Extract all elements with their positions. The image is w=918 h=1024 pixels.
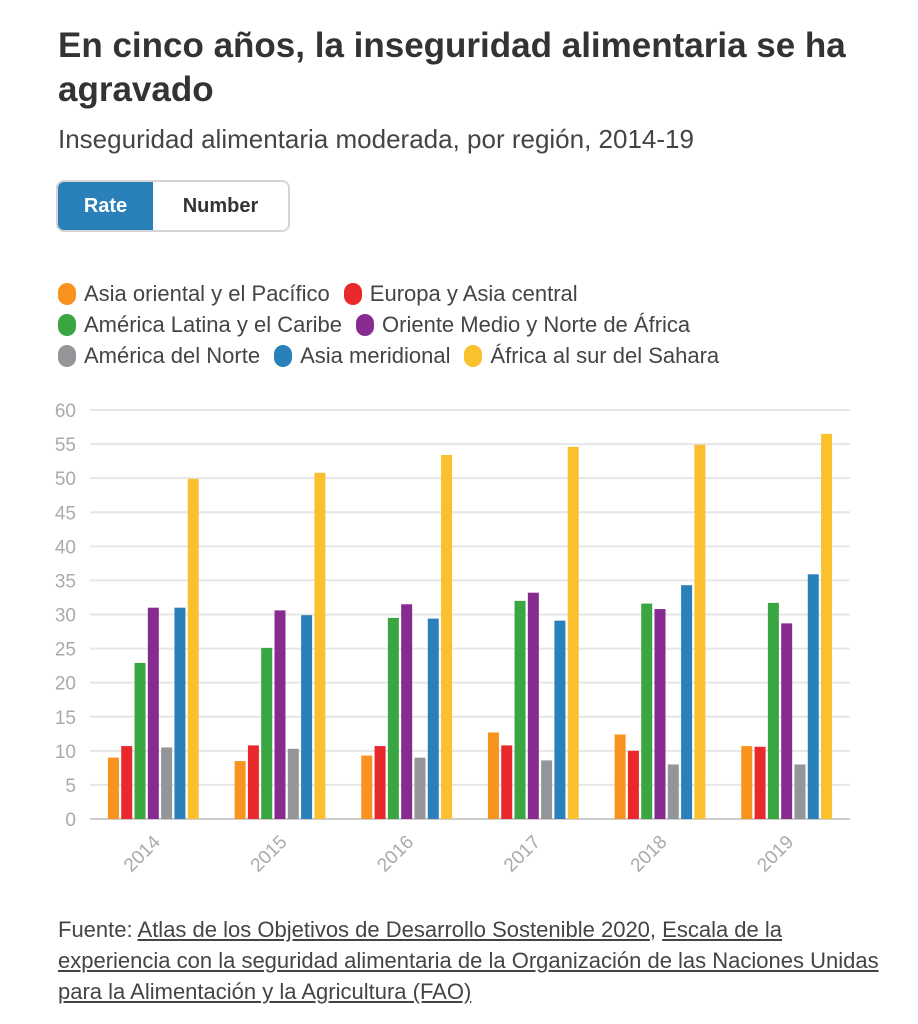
bar — [487, 732, 499, 819]
bar — [641, 603, 653, 819]
legend-label: África al sur del Sahara — [490, 342, 720, 368]
legend-item-oriente-medio[interactable]: Oriente Medio y Norte de África — [356, 312, 690, 338]
bar — [441, 454, 453, 819]
bar — [554, 620, 566, 819]
legend-label: Asia oriental y el Pacífico — [84, 280, 330, 306]
source-note: Fuente: Atlas de los Objetivos de Desarr… — [58, 914, 888, 1007]
bar — [514, 600, 526, 819]
legend-label: América del Norte — [84, 342, 261, 368]
bar — [121, 746, 133, 819]
rate-number-toggle: Rate Number — [58, 182, 288, 230]
bar-chart: 0 5 10 15 20 25 30 35 40 45 50 55 60 2014 2015 2016 2017… — [55, 401, 850, 877]
chart-title: En cinco años, la inseguridad alimentari… — [58, 26, 846, 109]
legend-label: Europa y Asia central — [369, 280, 578, 306]
bar — [627, 750, 639, 819]
bar — [174, 607, 186, 819]
bar — [567, 446, 579, 819]
bar — [147, 607, 159, 819]
legend-label: Oriente Medio y Norte de África — [382, 311, 691, 337]
legend-item-europa-asia-central[interactable]: Europa y Asia central — [343, 280, 578, 307]
legend-item-asia-meridional[interactable]: Asia meridional — [274, 343, 450, 369]
legend-label: América Latina y el Caribe — [84, 311, 343, 337]
bar — [741, 746, 753, 819]
y-tick-label: 30 — [55, 606, 76, 627]
bar — [374, 746, 386, 819]
legend-swatch — [274, 344, 293, 367]
y-tick-label: 10 — [55, 742, 76, 763]
bar — [414, 757, 426, 819]
bar — [427, 618, 439, 819]
bar — [314, 472, 326, 819]
legend-swatch — [464, 344, 483, 367]
x-tick-label: 2016 — [373, 832, 418, 877]
source-link-atlas[interactable]: Atlas de los Objetivos de Desarrollo Sos… — [137, 917, 650, 942]
bar — [247, 745, 259, 819]
bar — [694, 444, 706, 819]
x-tick-label: 2015 — [247, 832, 292, 877]
bar — [287, 748, 299, 819]
y-tick-label: 60 — [55, 401, 76, 422]
bar — [794, 764, 806, 819]
bar — [274, 610, 286, 819]
legend-swatch — [356, 313, 375, 336]
x-tick-label: 2019 — [753, 832, 798, 877]
y-tick-label: 15 — [55, 708, 76, 729]
legend-row: Asia oriental y el Pacífico Europa y Asi… — [58, 278, 908, 309]
legend-swatch — [58, 313, 76, 336]
legend-item-africa-sur-sahara[interactable]: África al sur del Sahara — [464, 343, 719, 369]
bar — [387, 617, 399, 819]
bar — [654, 609, 666, 819]
bar — [361, 755, 373, 819]
y-tick-label: 0 — [65, 810, 76, 831]
legend-item-america-del-norte[interactable]: América del Norte — [58, 343, 260, 369]
bar — [527, 592, 539, 819]
source-link-fao[interactable]: Escala de la experiencia con la segurida… — [58, 917, 879, 1004]
legend-label: Asia meridional — [300, 342, 451, 368]
x-tick-label: 2014 — [120, 831, 165, 876]
bar — [234, 761, 246, 819]
bar — [134, 662, 146, 819]
bar — [187, 478, 199, 819]
y-tick-label: 20 — [55, 674, 76, 695]
bar — [501, 745, 513, 819]
bar — [754, 746, 766, 819]
x-tick-label: 2018 — [627, 832, 672, 877]
legend-swatch — [58, 344, 76, 367]
y-tick-label: 35 — [55, 571, 76, 592]
y-tick-label: 5 — [65, 776, 76, 797]
chart-subtitle: Inseguridad alimentaria moderada, por re… — [58, 124, 694, 154]
bar — [781, 623, 793, 819]
bar — [807, 574, 819, 819]
legend-item-asia-oriental[interactable]: Asia oriental y el Pacífico — [58, 281, 330, 307]
x-tick-label: 2017 — [500, 832, 545, 877]
y-tick-label: 40 — [55, 537, 76, 558]
bar — [261, 647, 273, 819]
bar — [401, 604, 413, 819]
rate-button[interactable]: Rate — [58, 182, 153, 230]
y-tick-label: 55 — [55, 435, 76, 456]
bar — [301, 615, 313, 819]
legend-item-america-latina[interactable]: América Latina y el Caribe — [58, 312, 342, 338]
bar — [161, 747, 173, 819]
bar — [821, 433, 833, 819]
source-prefix: Fuente: — [58, 917, 138, 942]
y-tick-label: 50 — [55, 469, 76, 490]
bar — [107, 757, 119, 819]
legend-row: América del Norte Asia meridional África… — [58, 340, 908, 371]
bar — [681, 585, 693, 819]
legend-row: América Latina y el Caribe Oriente Medio… — [58, 309, 908, 340]
y-tick-label: 45 — [55, 503, 76, 524]
bar — [541, 760, 553, 819]
bar — [767, 602, 779, 819]
source-separator: , — [649, 917, 663, 942]
bar — [667, 764, 679, 819]
number-button[interactable]: Number — [153, 182, 288, 230]
legend-swatch — [343, 282, 362, 305]
y-tick-label: 25 — [55, 640, 76, 661]
legend-swatch — [58, 282, 76, 305]
bar — [614, 734, 626, 819]
chart-legend: Asia oriental y el Pacífico Europa y Asi… — [58, 278, 908, 371]
